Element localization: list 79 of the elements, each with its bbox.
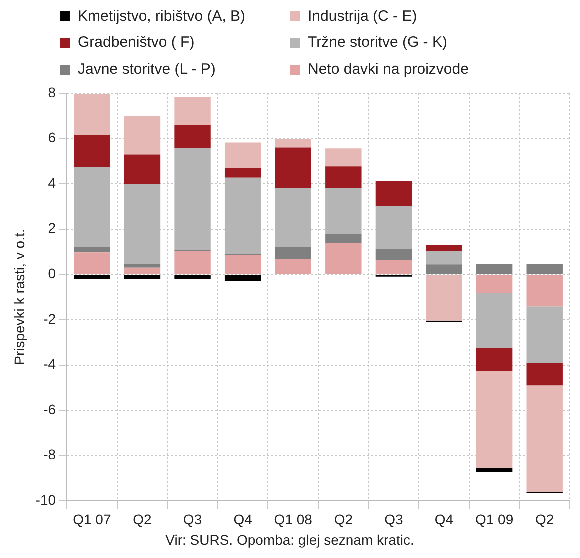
bar (326, 166, 362, 188)
bar (526, 264, 563, 274)
bar (74, 136, 110, 168)
bar (124, 184, 161, 264)
bar (275, 139, 312, 148)
bar (526, 386, 563, 492)
legend-label: Gradbeništvo ( F) (77, 33, 196, 54)
y-tick-label: 2 (48, 220, 56, 236)
bar (526, 363, 563, 386)
y-tick-label: -2 (44, 310, 56, 327)
bar (326, 243, 362, 274)
x-tick-label: Q1 09 (475, 511, 514, 528)
x-tick-label: Q1 08 (274, 511, 313, 528)
bar (476, 275, 513, 293)
y-tick-label: -4 (44, 356, 56, 372)
bar (224, 178, 262, 254)
bar (124, 116, 161, 155)
bar (326, 188, 362, 234)
bar (174, 125, 211, 148)
x-tick-label: Q4 (434, 511, 454, 528)
bar (376, 248, 412, 260)
x-tick-label: Q4 (234, 511, 253, 528)
bar (476, 292, 513, 348)
bar (476, 264, 513, 274)
bar (526, 306, 563, 363)
bar (224, 275, 262, 282)
x-tick-label: Q3 (183, 511, 202, 528)
bar (74, 252, 110, 274)
bar (224, 168, 262, 178)
x-tick-label: Q3 (384, 511, 404, 528)
bar (124, 264, 161, 268)
legend-label: Javne storitve (L - P) (77, 60, 217, 80)
bar (124, 268, 161, 274)
bar (426, 264, 462, 274)
bar (326, 148, 362, 167)
bar (376, 181, 412, 206)
bar (74, 94, 110, 136)
bar (476, 371, 513, 468)
bar (174, 252, 211, 274)
legend-label: Kmetijstvo, ribištvo (A, B) (77, 6, 247, 27)
bar (275, 259, 312, 274)
bar (476, 348, 513, 372)
x-tick-label: Q2 (536, 511, 554, 528)
bar (124, 275, 161, 280)
bar (275, 188, 312, 248)
y-tick-label: -8 (44, 446, 56, 463)
bar (426, 275, 462, 321)
bar (476, 468, 513, 472)
y-tick-label: -6 (44, 401, 56, 418)
bar (174, 275, 211, 280)
legend-label: Tržne storitve (G - K) (307, 33, 448, 54)
x-tick-label: Q2 (334, 511, 354, 528)
bar (224, 255, 262, 274)
x-tick-label: Q2 (133, 511, 152, 528)
y-tick-label: 4 (48, 174, 56, 191)
bar (426, 245, 462, 252)
bar (224, 142, 262, 168)
y-tick-label: 6 (48, 130, 56, 146)
bar (526, 275, 563, 307)
bar (326, 234, 362, 244)
text: Vir: SURS. Opomba: glej seznam kratic. (164, 532, 416, 548)
bar (275, 247, 312, 260)
bar (74, 167, 110, 248)
legend-label: Neto davki na proizvode (307, 60, 470, 80)
bar (74, 275, 110, 280)
bar (376, 260, 412, 274)
bar (174, 148, 211, 250)
bar (74, 247, 110, 253)
y-tick-label: 0 (48, 266, 56, 282)
bar (426, 252, 462, 265)
y-tick-label: 8 (48, 84, 56, 100)
x-tick-label: Q1 07 (73, 511, 112, 528)
bar (275, 148, 312, 188)
legend-label: Industrija (C - E) (307, 6, 418, 27)
y-tick-label: -10 (36, 492, 56, 508)
bar (376, 206, 412, 249)
y-axis-title: Prispevki k rasti, v o.t. (11, 229, 28, 366)
bar (124, 154, 161, 184)
bar (174, 97, 211, 126)
